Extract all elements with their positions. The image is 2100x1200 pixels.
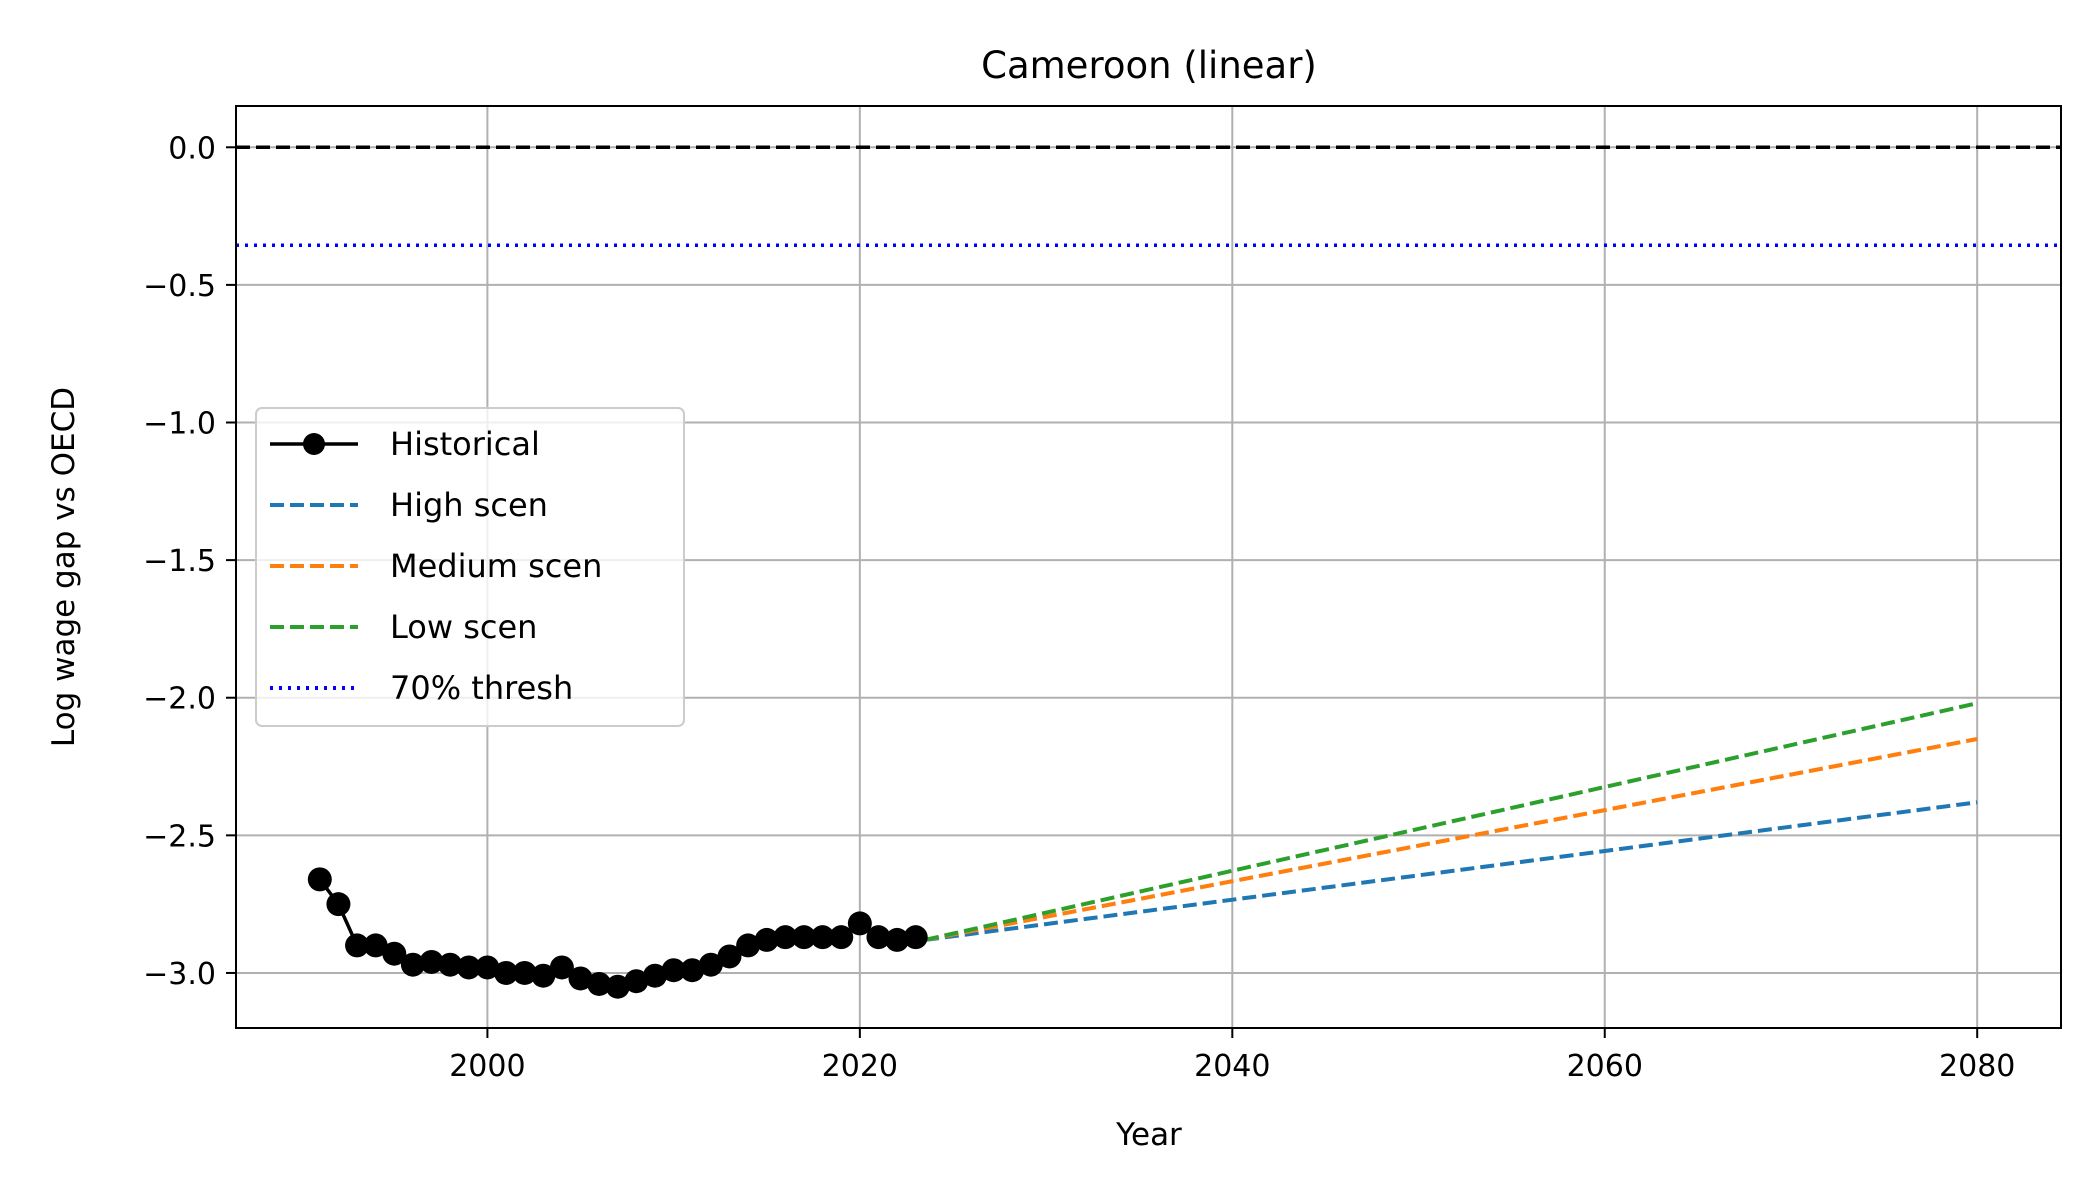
x-tick-label: 2000 bbox=[449, 1049, 525, 1084]
historical-point bbox=[438, 952, 463, 977]
historical-point bbox=[382, 941, 407, 966]
historical-point bbox=[549, 955, 574, 980]
reference-lines bbox=[236, 145, 2061, 248]
historical-point bbox=[531, 963, 556, 988]
historical-point bbox=[717, 944, 742, 969]
historical-point bbox=[624, 969, 649, 994]
historical-point bbox=[363, 933, 388, 958]
x-axis: 2000 2020 2040 2060 2080 bbox=[449, 1028, 2015, 1084]
historical-point bbox=[680, 958, 705, 983]
historical-point bbox=[885, 927, 910, 952]
legend-marker bbox=[303, 433, 325, 455]
y-axis-label: Log wage gap vs OECD bbox=[46, 387, 82, 747]
y-tick-label: −0.5 bbox=[143, 269, 216, 304]
y-axis: 0.0 −0.5 −1.0 −1.5 −2.0 −2.5 −3.0 bbox=[143, 131, 236, 992]
legend-label: High scen bbox=[390, 486, 548, 524]
high-scen-line bbox=[924, 800, 1978, 942]
historical-point bbox=[866, 925, 891, 950]
x-tick-label: 2020 bbox=[822, 1049, 898, 1084]
historical-point bbox=[810, 925, 835, 950]
x-tick-label: 2080 bbox=[1939, 1049, 2015, 1084]
legend: Historical High scen Medium scen Low scen 70… bbox=[255, 407, 685, 727]
chart-title: Cameroon (linear) bbox=[981, 44, 1317, 87]
y-tick-label: −3.0 bbox=[143, 957, 216, 992]
historical-point bbox=[773, 925, 798, 950]
historical-point bbox=[791, 925, 816, 950]
y-tick-label: −2.0 bbox=[143, 682, 216, 717]
historical-point bbox=[643, 963, 668, 988]
historical-point bbox=[494, 960, 519, 985]
historical-point bbox=[754, 927, 779, 952]
historical-point bbox=[400, 952, 425, 977]
legend-label: Medium scen bbox=[390, 547, 602, 585]
historical-point bbox=[736, 933, 761, 958]
historical-point bbox=[512, 960, 537, 985]
historical-point bbox=[326, 892, 351, 917]
historical-point bbox=[698, 952, 723, 977]
series-layer bbox=[307, 701, 1978, 999]
historical-point bbox=[661, 958, 686, 983]
legend-label: Low scen bbox=[390, 608, 537, 646]
historical-point bbox=[419, 949, 444, 974]
historical-point bbox=[847, 911, 872, 936]
x-axis-label: Year bbox=[1115, 1117, 1182, 1153]
historical-point bbox=[475, 955, 500, 980]
historical-point bbox=[903, 925, 928, 950]
legend-label: 70% thresh bbox=[390, 669, 573, 707]
historical-point bbox=[605, 974, 630, 999]
historical-point bbox=[829, 925, 854, 950]
historical-point bbox=[568, 966, 593, 991]
legend-box bbox=[255, 407, 685, 727]
plot-area-frame bbox=[235, 105, 2062, 1029]
y-tick-label: −2.5 bbox=[143, 819, 216, 854]
legend-label: Historical bbox=[390, 425, 540, 463]
y-tick-label: 0.0 bbox=[168, 131, 216, 166]
y-tick-label: −1.0 bbox=[143, 407, 216, 442]
historical-point bbox=[345, 933, 370, 958]
x-tick-label: 2040 bbox=[1194, 1049, 1270, 1084]
x-tick-label: 2060 bbox=[1567, 1049, 1643, 1084]
historical-point bbox=[307, 867, 332, 892]
y-tick-label: −1.5 bbox=[143, 544, 216, 579]
medium-scen-line bbox=[924, 737, 1978, 942]
historical-point bbox=[587, 971, 612, 996]
historical-point bbox=[456, 955, 481, 980]
